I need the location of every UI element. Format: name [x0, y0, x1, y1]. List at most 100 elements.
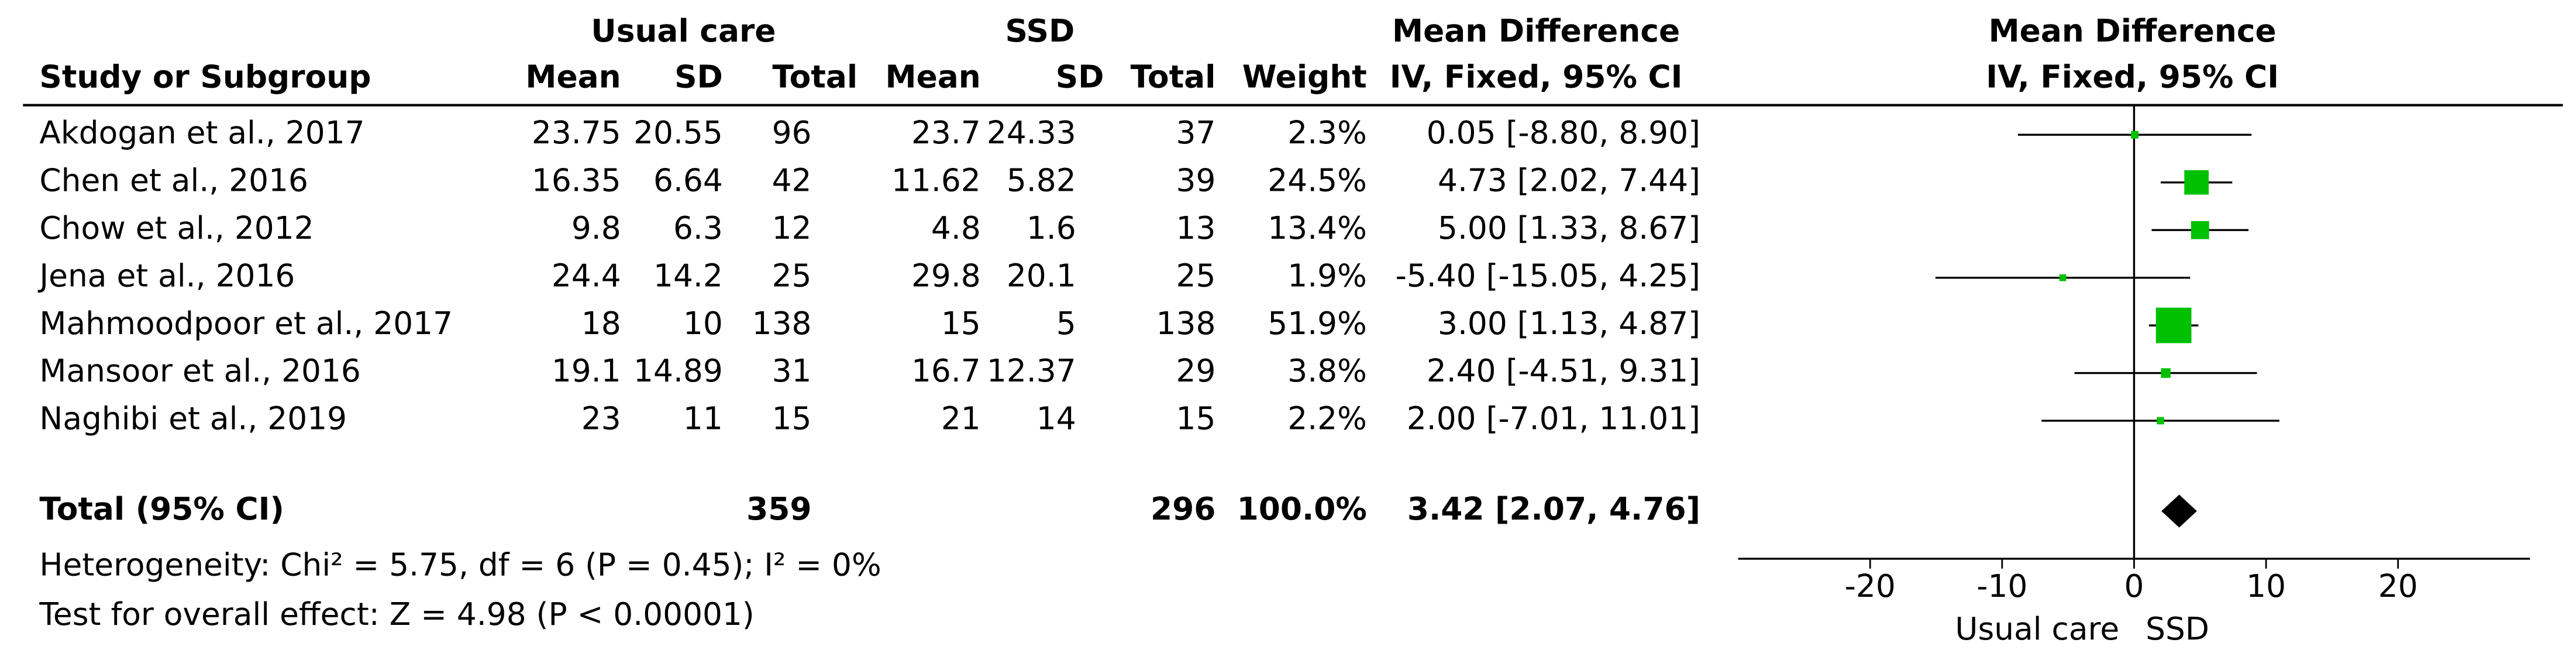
cell: 5	[1056, 305, 1076, 342]
cell: 10	[683, 305, 723, 342]
column-header: Total	[772, 58, 857, 95]
study-name: Chow et al., 2012	[39, 209, 314, 246]
cell: 42	[772, 161, 812, 198]
ci-text: -5.40 [-15.05, 4.25]	[1396, 257, 1700, 294]
ci-text: 2.40 [-4.51, 9.31]	[1427, 352, 1700, 389]
cell: 37	[1176, 114, 1216, 151]
cell: 14	[1036, 400, 1076, 437]
cell: 23.75	[532, 114, 621, 151]
column-header: Mean	[525, 58, 621, 95]
cell: 29	[1176, 352, 1216, 389]
favours-left: Usual care	[1955, 610, 2119, 647]
effect-square	[2157, 417, 2164, 425]
total-weight: 100.0%	[1237, 490, 1367, 527]
x-tick-label: 10	[2246, 568, 2286, 604]
heterogeneity: Heterogeneity: Chi² = 5.75, df = 6 (P = …	[39, 546, 881, 583]
ci-text: 4.73 [2.02, 7.44]	[1438, 161, 1700, 198]
cell: 14.89	[633, 352, 723, 389]
cell: 4.8	[931, 209, 981, 246]
column-header: SD	[1056, 58, 1104, 95]
study-name: Mahmoodpoor et al., 2017	[39, 305, 453, 342]
cell: 20.1	[1007, 257, 1076, 294]
x-tick-label: 0	[2124, 568, 2144, 604]
x-tick-label: -20	[1845, 568, 1896, 604]
cell: 16.35	[532, 161, 621, 198]
cell: 15	[772, 400, 812, 437]
x-tick-label: -10	[1976, 568, 2027, 604]
cell: 24.33	[987, 114, 1076, 151]
cell: 138	[1156, 305, 1216, 342]
total-diamond	[2161, 494, 2197, 528]
cell: 11.62	[891, 161, 981, 198]
group-header: Mean Difference	[1989, 12, 2277, 49]
group-header: Usual care	[591, 12, 776, 49]
weight: 3.8%	[1287, 352, 1367, 389]
group-header: SSD	[1005, 12, 1075, 49]
cell: 14.2	[653, 257, 723, 294]
cell: 6.3	[673, 209, 723, 246]
cell: 13	[1176, 209, 1216, 246]
column-header: SD	[674, 58, 723, 95]
study-name: Mansoor et al., 2016	[39, 352, 360, 389]
cell: 16.7	[911, 352, 981, 389]
study-name: Chen et al., 2016	[39, 161, 308, 198]
cell: 1.6	[1027, 209, 1076, 246]
ci-text: 3.00 [1.13, 4.87]	[1438, 305, 1700, 342]
cell: 21	[941, 400, 981, 437]
weight: 51.9%	[1268, 305, 1367, 342]
cell: 31	[772, 352, 812, 389]
cell: 20.55	[633, 114, 723, 151]
effect-square	[2155, 307, 2192, 343]
cell: 12.37	[987, 352, 1076, 389]
cell: 23	[581, 400, 621, 437]
cell: 25	[1176, 257, 1216, 294]
column-header: Study or Subgroup	[39, 58, 371, 95]
cell: 19.1	[552, 352, 621, 389]
column-header: Weight	[1242, 58, 1367, 95]
cell: 96	[772, 114, 812, 151]
effect-square	[2059, 274, 2067, 281]
cell: 39	[1176, 161, 1216, 198]
cell: 25	[772, 257, 812, 294]
total-ci: 3.42 [2.07, 4.76]	[1407, 490, 1700, 527]
cell: 15	[1176, 400, 1216, 437]
total-label: Total (95% CI)	[39, 490, 284, 527]
cell: 15	[941, 305, 981, 342]
cell: 29.8	[911, 257, 981, 294]
ci-text: 0.05 [-8.80, 8.90]	[1427, 114, 1700, 151]
cell: 138	[752, 305, 812, 342]
favours-right: SSD	[2145, 610, 2209, 647]
overall-effect: Test for overall effect: Z = 4.98 (P < 0…	[39, 596, 754, 632]
effect-square	[2191, 221, 2209, 239]
ci-text: 2.00 [-7.01, 11.01]	[1407, 400, 1700, 437]
weight: 24.5%	[1268, 161, 1367, 198]
effect-square	[2131, 130, 2138, 139]
study-name: Akdogan et al., 2017	[39, 114, 364, 151]
total-n: 359	[746, 490, 811, 527]
column-header: Mean	[885, 58, 980, 95]
cell: 12	[772, 209, 812, 246]
effect-square	[2184, 170, 2209, 195]
column-header: IV, Fixed, 95% CI	[1390, 58, 1683, 95]
total-n: 296	[1151, 490, 1215, 527]
weight: 13.4%	[1268, 209, 1367, 246]
weight: 2.3%	[1287, 114, 1367, 151]
column-header: IV, Fixed, 95% CI	[1986, 58, 2279, 95]
group-header: Mean Difference	[1392, 12, 1680, 49]
study-name: Jena et al., 2016	[37, 257, 295, 294]
weight: 2.2%	[1287, 400, 1367, 437]
cell: 9.8	[571, 209, 621, 246]
study-name: Naghibi et al., 2019	[39, 400, 347, 437]
cell: 24.4	[552, 257, 621, 294]
cell: 11	[683, 400, 723, 437]
cell: 6.64	[653, 161, 723, 198]
effect-square	[2161, 368, 2171, 378]
weight: 1.9%	[1287, 257, 1367, 294]
cell: 5.82	[1007, 161, 1076, 198]
cell: 18	[581, 305, 621, 342]
cell: 23.7	[911, 114, 981, 151]
x-tick-label: 20	[2378, 568, 2418, 604]
ci-text: 5.00 [1.33, 8.67]	[1438, 209, 1700, 246]
